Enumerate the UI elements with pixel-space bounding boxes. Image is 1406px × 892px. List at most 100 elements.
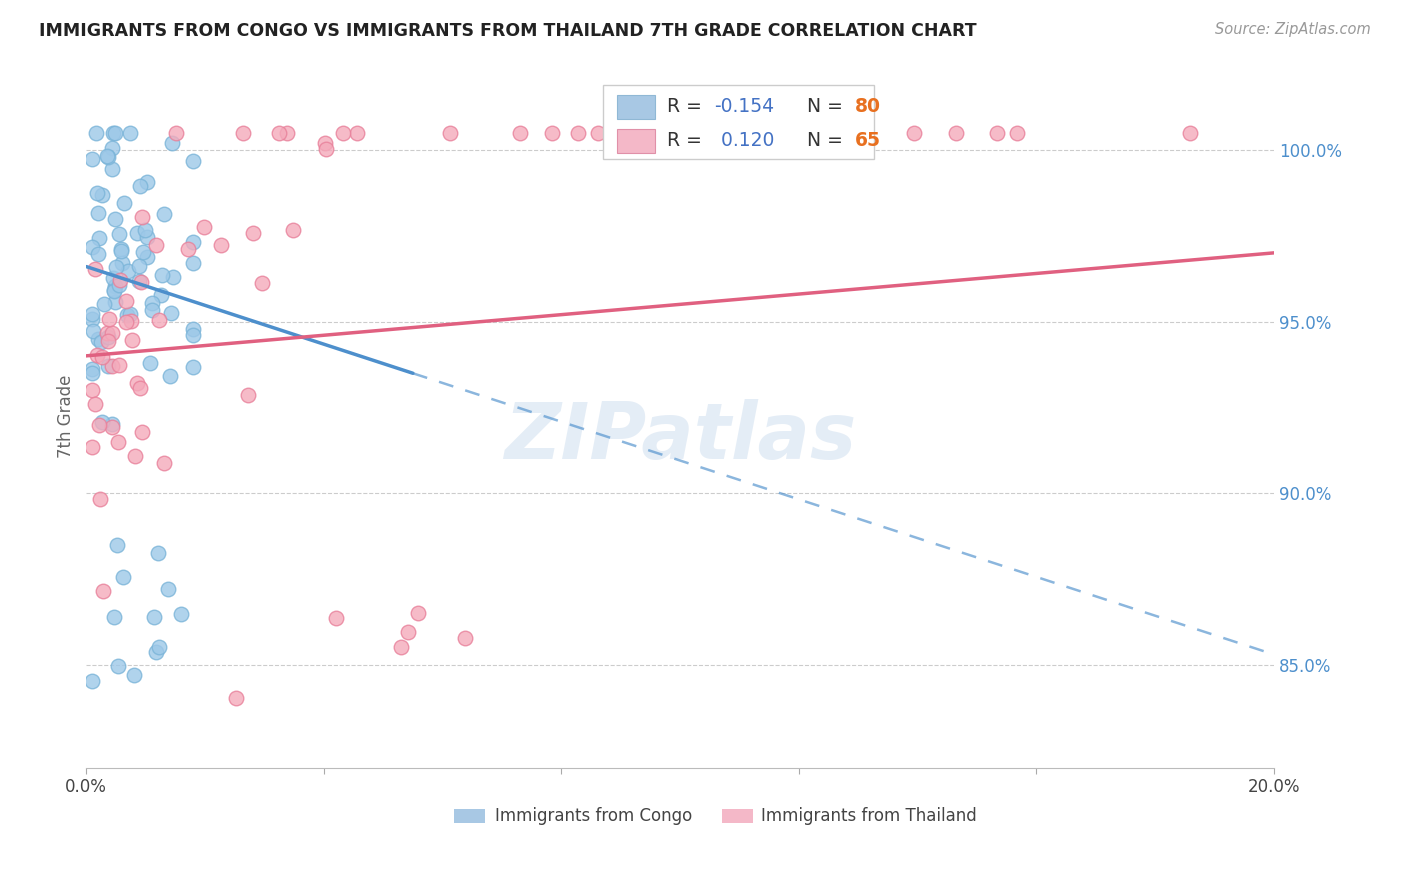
Point [120,313,142,327]
Point [97,330,120,344]
FancyBboxPatch shape [617,128,655,153]
Text: 65: 65 [855,131,880,150]
Point [107,359,129,373]
Point [82,312,104,326]
Text: Immigrants from Thailand: Immigrants from Thailand [761,806,977,824]
Point [276,126,298,140]
Point [181,327,204,342]
Point [110,244,132,259]
Point [150,268,173,282]
Point [112,570,135,584]
Text: N =: N = [796,97,849,117]
Point [128,259,150,273]
Point [129,275,152,289]
Point [128,274,150,288]
Text: 80: 80 [855,97,880,117]
Point [107,658,129,673]
Point [346,126,368,140]
Point [86,247,108,261]
Point [314,136,336,150]
FancyBboxPatch shape [721,808,752,822]
Point [96,148,118,162]
Point [181,256,204,270]
Point [101,326,124,340]
Point [242,226,264,240]
Point [93,297,115,311]
Point [281,223,304,237]
Point [90,334,112,349]
Point [82,307,104,321]
Point [100,162,122,177]
Point [118,307,141,321]
Point [945,126,967,140]
Point [104,294,127,309]
Text: -0.154: -0.154 [714,97,775,117]
Point [1005,126,1028,140]
Point [232,126,254,140]
Point [453,631,475,645]
Point [101,126,124,140]
Point [87,206,110,220]
Text: IMMIGRANTS FROM CONGO VS IMMIGRANTS FROM THAILAND 7TH GRADE CORRELATION CHART: IMMIGRANTS FROM CONGO VS IMMIGRANTS FROM… [39,22,977,40]
Point [89,418,111,433]
Point [108,227,131,242]
Point [90,188,112,202]
Point [269,126,291,140]
Point [104,126,127,140]
Point [586,126,609,140]
Point [105,260,128,275]
Point [91,350,114,364]
Point [136,230,159,244]
Point [131,425,153,440]
Point [152,206,174,220]
Point [606,126,628,140]
Point [156,582,179,596]
Point [122,668,145,682]
Point [136,176,159,190]
Y-axis label: 7th Grade: 7th Grade [58,375,75,458]
Point [903,126,925,140]
Point [110,256,132,270]
Point [145,238,167,252]
Point [153,456,176,470]
Point [141,303,163,318]
Point [177,242,200,256]
Point [103,284,125,298]
Text: Immigrants from Congo: Immigrants from Congo [495,806,692,824]
Point [82,674,104,689]
Point [97,359,120,374]
Point [114,316,136,330]
Point [87,231,110,245]
Point [134,223,156,237]
Point [108,278,131,293]
Point [101,419,124,434]
Point [181,235,204,250]
Point [100,141,122,155]
Text: R =: R = [666,97,707,117]
Point [690,126,713,140]
Text: R =: R = [666,131,707,150]
Point [121,333,143,347]
Point [567,126,589,140]
Point [406,607,429,621]
Point [112,196,135,211]
Point [396,624,419,639]
Point [127,226,149,240]
Point [117,264,139,278]
Point [160,306,183,320]
Point [132,245,155,260]
Point [325,611,347,625]
Point [124,449,146,463]
Point [97,334,120,348]
Point [148,546,170,560]
Point [108,273,131,287]
Point [181,322,204,336]
Point [83,397,105,411]
Point [1180,126,1202,140]
Point [162,269,184,284]
Text: 0.120: 0.120 [714,131,773,150]
Point [131,210,153,224]
Point [509,126,531,140]
Point [89,492,111,507]
Point [236,387,259,401]
